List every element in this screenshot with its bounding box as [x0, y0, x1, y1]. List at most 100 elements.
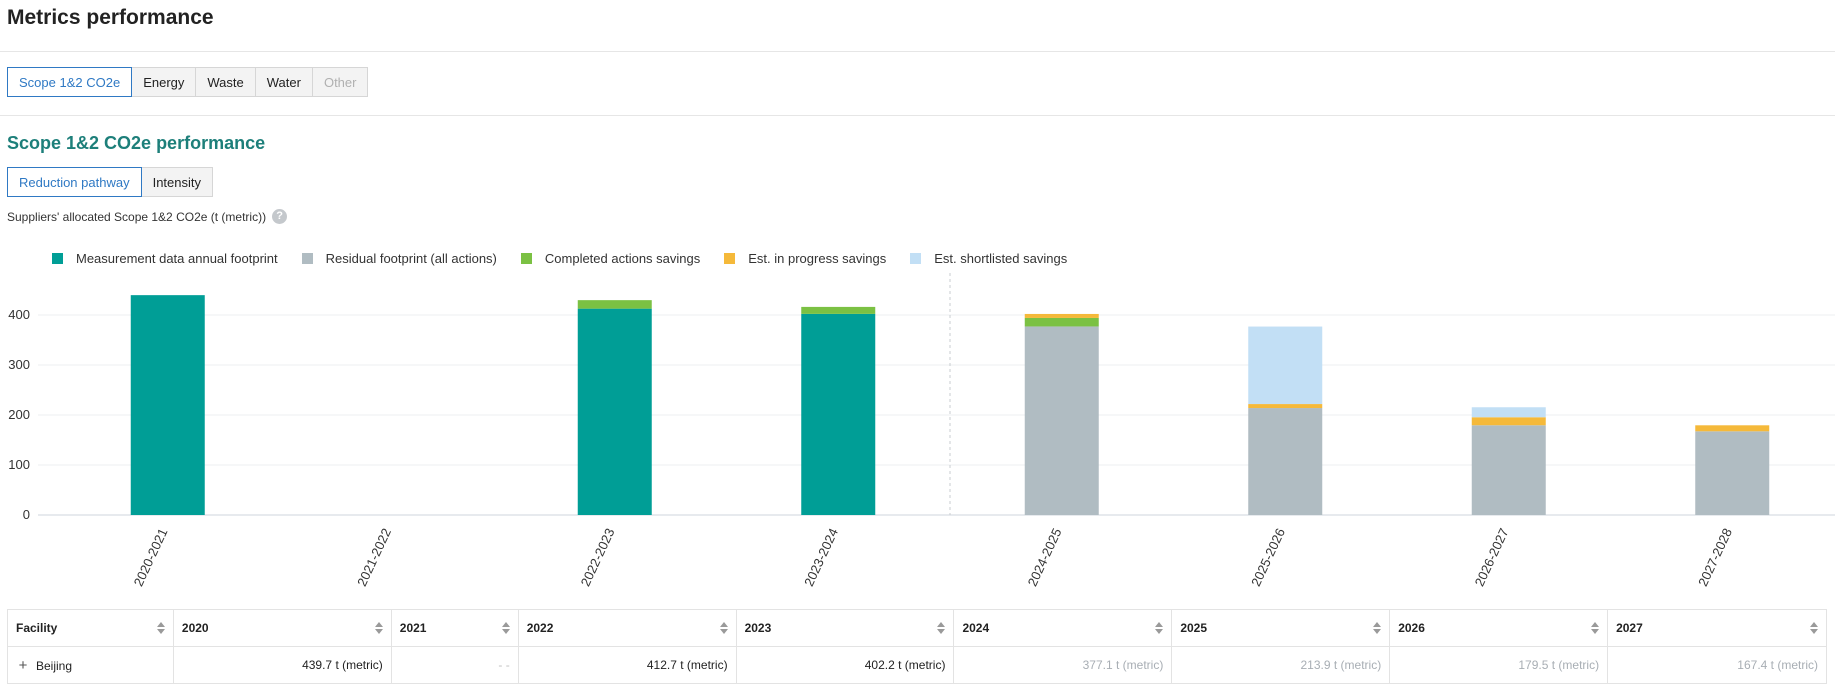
bar-completed-actions-savings[interactable]: [801, 306, 876, 314]
column-header-label: 2022: [526, 621, 554, 635]
reduction-pathway-chart: 0 100 200 300 400 2020-2021 2021-2022 2022-2023…: [8, 273, 1835, 589]
value-cell: 167.4 t (metric): [1607, 646, 1827, 684]
column-header-2025[interactable]: 2025: [1171, 609, 1391, 647]
bar-residual-footprint-all-actions[interactable]: [1248, 408, 1323, 515]
sort-icon[interactable]: [501, 622, 510, 634]
chart-legend: Measurement data annual footprint Residua…: [52, 251, 1091, 266]
header-divider: [0, 51, 1835, 52]
legend-label: Measurement data annual footprint: [76, 251, 278, 266]
value-cell: 377.1 t (metric): [953, 646, 1173, 684]
legend-item-completed-actions-savings[interactable]: Completed actions savings: [520, 251, 701, 266]
x-tick-label: 2021-2022: [354, 526, 394, 589]
page-title: Metrics performance: [7, 6, 214, 29]
tab-energy[interactable]: Energy: [132, 67, 197, 97]
expand-icon[interactable]: +: [18, 656, 28, 674]
bar-measurement-data-annual-footprint[interactable]: [577, 308, 652, 515]
y-tick-label: 0: [23, 507, 30, 522]
tab-waste[interactable]: Waste: [196, 67, 256, 97]
x-tick-label: 2024-2025: [1025, 526, 1065, 589]
sort-icon[interactable]: [156, 622, 165, 634]
sort-icon[interactable]: [719, 622, 728, 634]
bar-residual-footprint-all-actions[interactable]: [1024, 326, 1099, 515]
legend-swatch: [52, 253, 63, 264]
sort-icon[interactable]: [937, 622, 946, 634]
column-header-2022[interactable]: 2022: [517, 609, 737, 647]
column-header-2026[interactable]: 2026: [1389, 609, 1609, 647]
bar-est-in-progress-savings[interactable]: [1695, 425, 1770, 432]
chart-subtitle: Suppliers' allocated Scope 1&2 CO2e (t (…: [7, 209, 288, 224]
column-header-label: 2020: [181, 621, 209, 635]
bar-measurement-data-annual-footprint[interactable]: [130, 295, 205, 515]
column-header-label: 2023: [744, 621, 772, 635]
legend-label: Completed actions savings: [544, 251, 701, 266]
y-tick-label: 300: [8, 357, 30, 372]
x-tick-label: 2027-2028: [1695, 526, 1735, 589]
sort-icon[interactable]: [1155, 622, 1164, 634]
column-header-2023[interactable]: 2023: [735, 609, 955, 647]
legend-item-residual-footprint-all-actions[interactable]: Residual footprint (all actions): [301, 251, 497, 266]
column-header-label: 2025: [1180, 621, 1208, 635]
sort-icon[interactable]: [1373, 622, 1382, 634]
facility-cell: + Beijing: [7, 646, 174, 684]
x-tick-label: 2025-2026: [1248, 526, 1288, 589]
column-header-2027[interactable]: 2027: [1607, 609, 1827, 647]
legend-swatch: [301, 253, 313, 264]
column-header-2021[interactable]: 2021: [390, 609, 519, 647]
value-cell: 402.2 t (metric): [735, 646, 955, 684]
column-header-2024[interactable]: 2024: [953, 609, 1173, 647]
value-cell: 412.7 t (metric): [517, 646, 737, 684]
bar-measurement-data-annual-footprint[interactable]: [801, 313, 876, 515]
legend-label: Est. in progress savings: [748, 251, 887, 266]
tab-reduction-pathway[interactable]: Reduction pathway: [7, 167, 142, 197]
bar-est-in-progress-savings[interactable]: [1248, 404, 1323, 409]
help-icon[interactable]: ?: [272, 209, 288, 224]
view-tabs: Reduction pathway Intensity: [7, 167, 213, 197]
bar-residual-footprint-all-actions[interactable]: [1695, 431, 1770, 515]
tab-intensity[interactable]: Intensity: [141, 167, 213, 197]
y-tick-label: 400: [8, 307, 30, 322]
legend-item-measurement-data-annual-footprint[interactable]: Measurement data annual footprint: [52, 251, 278, 266]
sort-icon[interactable]: [1810, 622, 1818, 634]
bar-est-shortlisted-savings[interactable]: [1248, 326, 1323, 405]
legend-item-est-shortlisted-savings[interactable]: Est. shortlisted savings: [910, 251, 1067, 266]
metric-tabs: Scope 1&2 CO2e Energy Waste Water Other: [7, 67, 369, 97]
facility-table: Facility 2020 2021 2022 2023 2024 2025 2026 2027…: [7, 609, 1827, 684]
table-header-row: Facility 2020 2021 2022 2023 2024 2025 2026 2027: [7, 609, 1827, 647]
value-cell: 179.5 t (metric): [1389, 646, 1609, 684]
x-tick-label: 2020-2021: [131, 526, 171, 589]
facility-name: Beijing: [36, 658, 73, 673]
tab-other: Other: [312, 67, 369, 97]
legend-swatch: [724, 253, 736, 264]
column-header-2020[interactable]: 2020: [172, 609, 392, 647]
bar-est-in-progress-savings[interactable]: [1024, 313, 1099, 318]
x-tick-label: 2026-2027: [1472, 526, 1512, 589]
x-tick-label: 2022-2023: [578, 526, 618, 589]
tabs-divider: [0, 115, 1835, 116]
column-header-facility[interactable]: Facility: [7, 609, 174, 647]
value-cell: - -: [390, 646, 519, 684]
column-header-label: 2026: [1398, 621, 1425, 635]
legend-item-est-in-progress-savings[interactable]: Est. in progress savings: [724, 251, 886, 266]
bar-est-in-progress-savings[interactable]: [1471, 417, 1546, 426]
legend-label: Residual footprint (all actions): [325, 251, 497, 266]
bar-est-shortlisted-savings[interactable]: [1471, 407, 1546, 418]
table-row: + Beijing 439.7 t (metric) - -412.7 t (metr…: [7, 646, 1827, 684]
legend-label: Est. shortlisted savings: [934, 251, 1068, 266]
tab-water[interactable]: Water: [255, 67, 313, 97]
chart-subtitle-text: Suppliers' allocated Scope 1&2 CO2e (t (…: [7, 209, 267, 224]
section-title: Scope 1&2 CO2e performance: [7, 133, 266, 153]
x-tick-label: 2023-2024: [801, 526, 841, 589]
bar-residual-footprint-all-actions[interactable]: [1471, 425, 1546, 515]
column-header-label: 2027: [1616, 621, 1643, 635]
column-header-label: Facility: [16, 621, 58, 635]
y-tick-label: 100: [8, 457, 30, 472]
column-header-label: 2021: [399, 621, 427, 635]
sort-icon[interactable]: [374, 622, 383, 634]
sort-icon[interactable]: [1591, 622, 1600, 634]
value-cell: 213.9 t (metric): [1171, 646, 1391, 684]
legend-swatch: [520, 253, 532, 264]
bar-completed-actions-savings[interactable]: [1024, 317, 1099, 327]
bar-completed-actions-savings[interactable]: [577, 300, 652, 309]
tab-scope-1-2-co2e[interactable]: Scope 1&2 CO2e: [7, 67, 133, 97]
value-cell: 439.7 t (metric): [172, 646, 392, 684]
